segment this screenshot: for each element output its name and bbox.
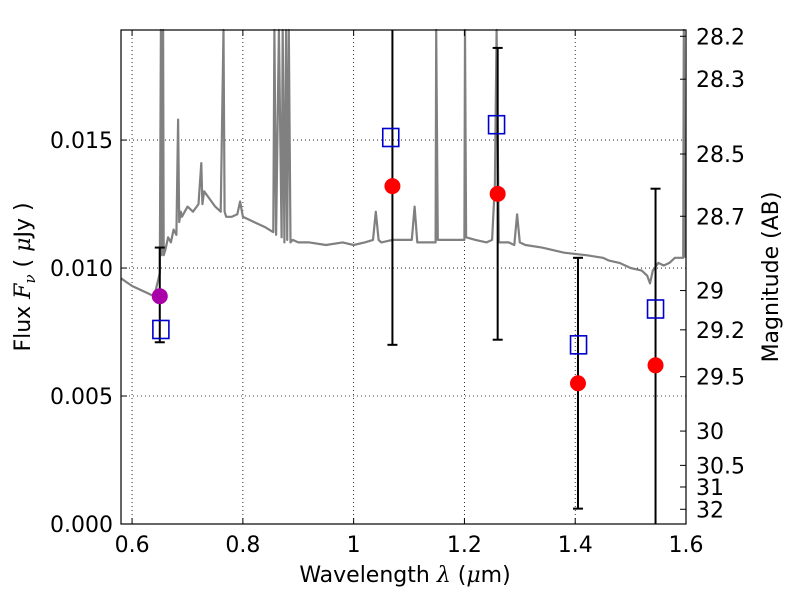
x-tick-label: 0.8: [225, 533, 260, 558]
model-spectrum: [120, 28, 686, 298]
observed-point: [489, 185, 506, 202]
right-tick-label: 28.3: [696, 68, 745, 93]
model-band-square: [569, 335, 588, 355]
x-tick-label: 1.4: [558, 533, 593, 558]
ticks: [121, 30, 687, 525]
markers: [151, 114, 665, 392]
observed-point: [384, 178, 401, 195]
x-tick-label: 1.2: [447, 533, 482, 558]
right-tick-label: 29.2: [696, 319, 745, 344]
observed-point: [569, 375, 586, 392]
x-axis-label: Wavelength λ (μm): [299, 563, 510, 588]
x-tick-label: 0.6: [115, 533, 150, 558]
model-band-square: [152, 319, 170, 340]
plot-frame: [120, 29, 687, 525]
right-tick-label: 29.5: [696, 366, 745, 391]
y-axis-label: Flux Fν ( μJy ): [11, 202, 39, 351]
x-tick-label: 1: [347, 533, 361, 558]
right-tick-label: 30: [696, 420, 724, 445]
y-tick-label: 0.010: [50, 257, 113, 282]
right-tick-label: 28.5: [696, 143, 745, 168]
right-axis-label: Magnitude (AB): [759, 192, 784, 363]
tick-labels: 0.6 0.8 1 1.2 1.4 1.6 0.000 0.005 0.010 0.015 28.2…: [50, 25, 745, 558]
grid: [121, 30, 686, 524]
right-tick-label: 30.5: [696, 454, 745, 479]
right-tick-label: 32: [696, 498, 724, 523]
model-band-square: [646, 299, 665, 319]
y-tick-label: 0.005: [50, 385, 113, 410]
y-tick-label: 0.000: [50, 513, 113, 538]
observed-point: [647, 357, 664, 374]
right-tick-label: 28.7: [696, 205, 745, 230]
x-tick-label: 1.6: [669, 533, 704, 558]
model-band-square: [381, 127, 400, 148]
right-tick-label: 29: [696, 280, 724, 305]
model-band-square: [487, 114, 506, 135]
error-bars: [154, 30, 661, 524]
observed-point: [151, 288, 168, 305]
model-spectrum-line: [120, 28, 686, 298]
y-tick-label: 0.015: [50, 129, 113, 154]
right-tick-label: 31: [696, 476, 724, 501]
right-tick-label: 28.2: [696, 25, 745, 50]
